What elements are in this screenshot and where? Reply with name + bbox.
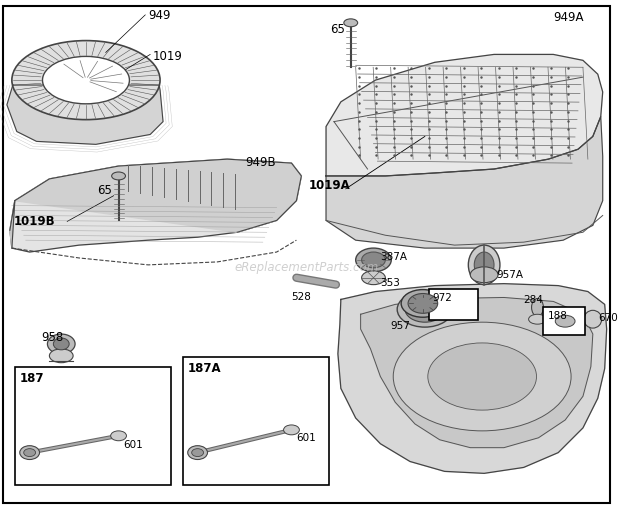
Polygon shape <box>361 297 593 447</box>
Ellipse shape <box>283 425 299 435</box>
Text: 188: 188 <box>547 312 567 321</box>
Ellipse shape <box>531 298 543 316</box>
Bar <box>543 307 585 335</box>
Polygon shape <box>326 117 603 248</box>
Ellipse shape <box>584 310 602 328</box>
Polygon shape <box>338 284 606 473</box>
Bar <box>429 289 478 320</box>
Text: 284: 284 <box>524 295 544 304</box>
Ellipse shape <box>361 271 386 285</box>
Polygon shape <box>326 54 603 176</box>
Text: 187: 187 <box>20 372 44 385</box>
Text: 1019: 1019 <box>153 50 183 64</box>
Ellipse shape <box>428 343 536 410</box>
Text: 1019B: 1019B <box>14 215 55 229</box>
Ellipse shape <box>188 446 208 460</box>
Ellipse shape <box>361 252 386 268</box>
Ellipse shape <box>474 252 494 278</box>
Ellipse shape <box>50 349 73 363</box>
Text: 65: 65 <box>330 23 345 36</box>
Ellipse shape <box>112 172 125 180</box>
Text: 187A: 187A <box>188 362 221 375</box>
Polygon shape <box>7 85 163 145</box>
Ellipse shape <box>405 296 445 322</box>
Text: 949: 949 <box>148 9 171 22</box>
Ellipse shape <box>47 334 75 354</box>
Text: 528: 528 <box>291 292 311 301</box>
Text: 957: 957 <box>390 321 410 331</box>
Text: 353: 353 <box>381 278 401 288</box>
Ellipse shape <box>393 322 571 431</box>
Ellipse shape <box>192 448 203 457</box>
Text: 65: 65 <box>97 184 112 197</box>
Bar <box>15 366 171 485</box>
Ellipse shape <box>12 41 160 120</box>
Ellipse shape <box>471 267 498 282</box>
Ellipse shape <box>556 315 575 327</box>
Text: eReplacementParts.com: eReplacementParts.com <box>234 261 378 274</box>
Bar <box>183 357 329 485</box>
Text: 1019A: 1019A <box>308 179 350 192</box>
Text: 387A: 387A <box>381 252 407 262</box>
Text: 601: 601 <box>123 440 143 450</box>
Ellipse shape <box>344 19 358 27</box>
Ellipse shape <box>356 248 391 272</box>
Ellipse shape <box>20 446 40 460</box>
Text: 601: 601 <box>296 433 316 443</box>
Polygon shape <box>15 159 301 232</box>
Ellipse shape <box>43 56 130 104</box>
Text: 670: 670 <box>599 313 619 323</box>
Text: 949A: 949A <box>553 11 584 24</box>
Ellipse shape <box>468 245 500 285</box>
Ellipse shape <box>397 292 453 327</box>
Text: 972: 972 <box>433 293 453 302</box>
Text: 958: 958 <box>42 331 64 344</box>
Text: 949B: 949B <box>245 156 276 169</box>
Ellipse shape <box>24 448 35 457</box>
Ellipse shape <box>408 294 438 313</box>
Text: 957A: 957A <box>496 270 523 280</box>
Ellipse shape <box>53 338 69 350</box>
Ellipse shape <box>110 431 126 441</box>
Polygon shape <box>10 201 15 248</box>
Polygon shape <box>10 159 301 252</box>
Ellipse shape <box>401 290 445 317</box>
Ellipse shape <box>529 314 546 324</box>
